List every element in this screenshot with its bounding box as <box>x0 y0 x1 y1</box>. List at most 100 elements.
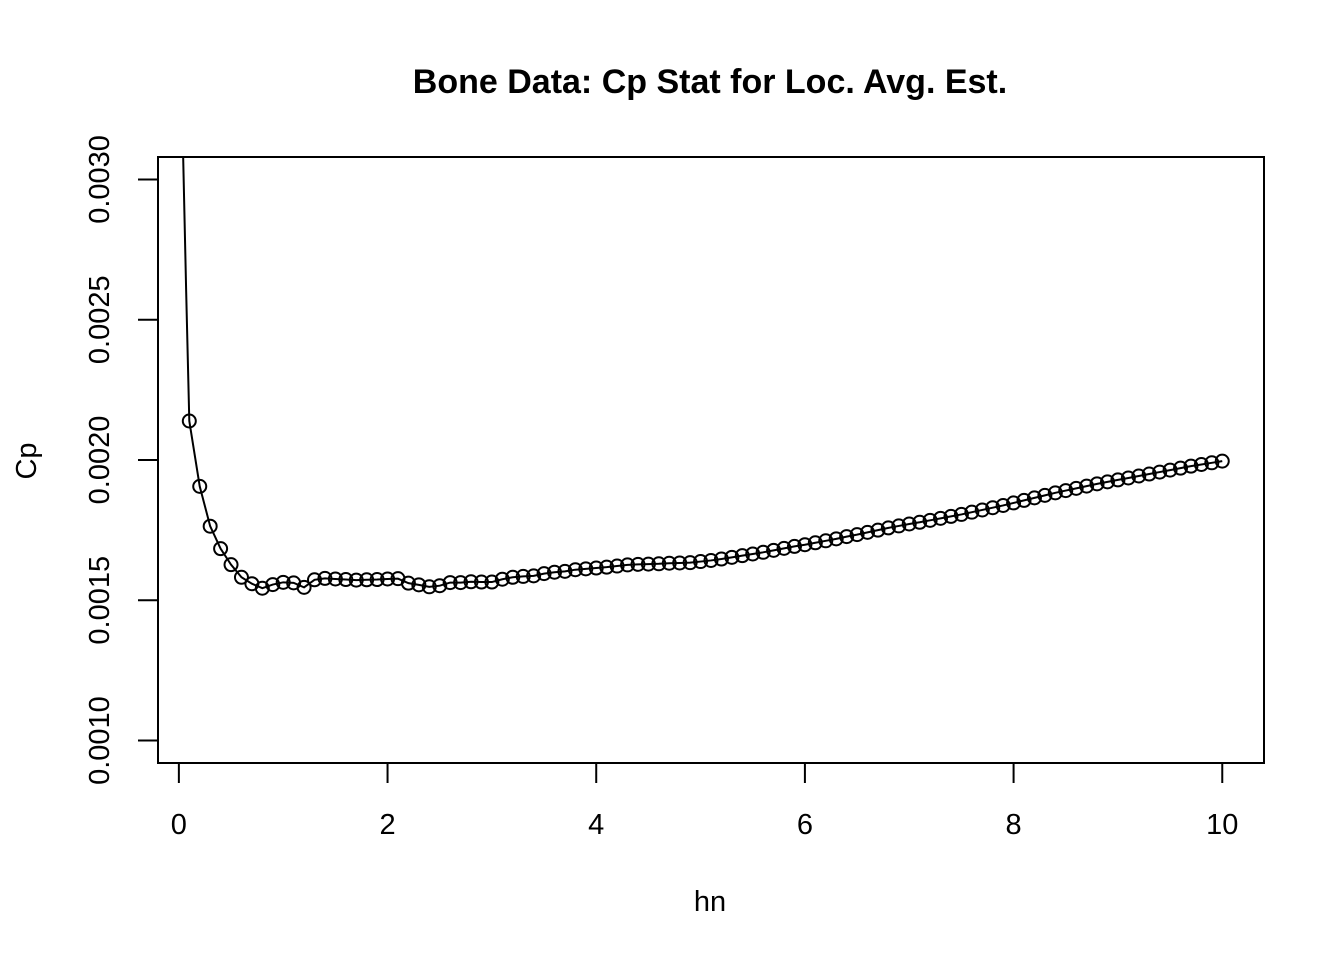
data-point <box>453 575 469 591</box>
data-point <box>901 516 917 532</box>
data-point <box>192 478 208 494</box>
x-tick-label: 6 <box>797 809 813 841</box>
data-point <box>1141 466 1157 482</box>
data-point <box>1162 462 1178 478</box>
data-point <box>526 568 542 584</box>
plot-frame <box>157 156 1265 764</box>
data-point <box>672 555 688 571</box>
cp-curve-line <box>182 157 1223 590</box>
data-point <box>463 574 479 590</box>
data-point <box>797 537 813 553</box>
data-point <box>578 561 594 577</box>
y-tick-label: 0.0030 <box>84 135 116 224</box>
data-point <box>818 533 834 549</box>
data-point <box>933 510 949 526</box>
data-point <box>713 551 729 567</box>
data-point <box>849 527 865 543</box>
data-point <box>1079 478 1095 494</box>
data-point <box>317 570 333 586</box>
x-tick-label: 4 <box>588 809 604 841</box>
data-point <box>327 571 343 587</box>
data-point <box>536 566 552 582</box>
y-tick-label: 0.0010 <box>84 696 116 785</box>
y-axis: 0.0010 0.0015 0.0020 0.0025 0.0030 <box>84 135 159 785</box>
x-axis: 0 2 4 6 8 10 <box>171 762 1238 841</box>
data-point <box>223 557 239 573</box>
data-point <box>839 529 855 545</box>
data-point <box>557 563 573 579</box>
data-point <box>651 556 667 572</box>
data-point <box>307 572 323 588</box>
data-point <box>693 554 709 570</box>
data-point <box>724 549 740 565</box>
data-point <box>609 558 625 574</box>
y-tick-label: 0.0015 <box>84 556 116 645</box>
data-point <box>1131 468 1147 484</box>
data-point <box>734 548 750 564</box>
data-point <box>974 502 990 518</box>
chart-title: Bone Data: Cp Stat for Loc. Avg. Est. <box>413 63 1007 101</box>
data-point <box>1068 480 1084 496</box>
data-point <box>943 508 959 524</box>
data-point <box>380 571 396 587</box>
y-axis-label: Cp <box>11 442 43 479</box>
data-point <box>1183 458 1199 474</box>
data-point <box>828 531 844 547</box>
x-tick-label: 8 <box>1006 809 1022 841</box>
data-point <box>369 572 385 588</box>
data-point <box>807 535 823 551</box>
data-point <box>1120 470 1136 486</box>
data-point <box>546 564 562 580</box>
data-point <box>1173 460 1189 476</box>
data-point <box>338 572 354 588</box>
data-point <box>1016 492 1032 508</box>
data-point <box>703 552 719 568</box>
data-point <box>432 578 448 594</box>
x-axis-label: hn <box>694 886 726 918</box>
x-tick-label: 2 <box>379 809 395 841</box>
data-point <box>275 574 291 590</box>
data-point <box>400 575 416 591</box>
data-point <box>348 572 364 588</box>
data-point <box>181 413 197 429</box>
data-point <box>995 497 1011 513</box>
data-point <box>1026 490 1042 506</box>
data-point <box>359 572 375 588</box>
data-point <box>265 577 281 593</box>
x-tick-label: 10 <box>1206 809 1238 841</box>
data-point <box>421 579 437 595</box>
data-point <box>494 571 510 587</box>
data-point <box>1089 476 1105 492</box>
data-point <box>912 514 928 530</box>
y-tick-label: 0.0020 <box>84 416 116 505</box>
data-point <box>1152 464 1168 480</box>
data-point <box>985 500 1001 516</box>
data-point <box>1193 456 1209 472</box>
data-point <box>1037 487 1053 503</box>
data-point <box>254 580 270 596</box>
data-point <box>411 577 427 593</box>
data-point <box>1204 455 1220 471</box>
data-point <box>1214 453 1230 469</box>
data-point <box>880 520 896 536</box>
data-point <box>484 574 500 590</box>
x-tick-label: 0 <box>171 809 187 841</box>
data-point <box>567 562 583 578</box>
data-point <box>442 575 458 591</box>
data-point <box>213 541 229 557</box>
data-point <box>233 569 249 585</box>
data-point <box>786 538 802 554</box>
data-point <box>620 557 636 573</box>
data-point <box>473 574 489 590</box>
data-point <box>766 542 782 558</box>
data-point <box>640 556 656 572</box>
data-point <box>776 540 792 556</box>
data-point <box>682 555 698 571</box>
data-point <box>599 559 615 575</box>
data-point <box>860 524 876 540</box>
data-point <box>1058 483 1074 499</box>
data-point <box>515 568 531 584</box>
data-point <box>630 556 646 572</box>
data-point <box>922 512 938 528</box>
